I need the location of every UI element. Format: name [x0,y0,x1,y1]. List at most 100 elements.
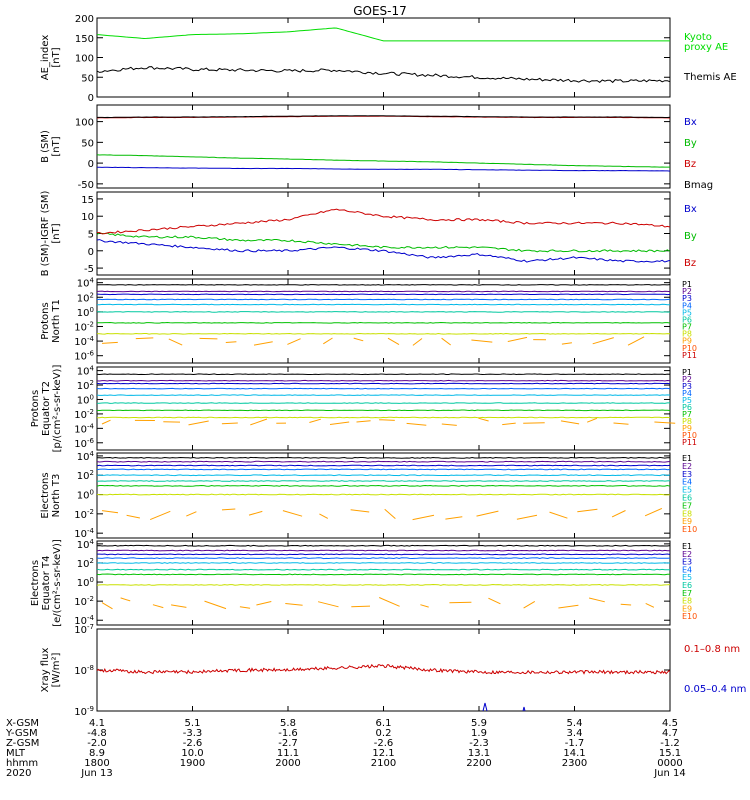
channel-label: E6 [682,581,692,590]
series-line-bz [96,208,671,235]
channel-segment-E9 [126,514,140,519]
channel-segment-E9 [523,600,536,609]
channel-label: E2 [682,462,692,471]
legend-entry: Bx [684,204,697,215]
channel-segment-P9 [441,337,451,346]
y-tick-label: 5 [88,230,94,241]
channel-segment-P9 [135,337,154,340]
channel-label: P4 [682,389,692,398]
channel-label: E6 [682,494,692,503]
x-axis-value: -3.3 [183,728,203,739]
channel-line-P7 [96,321,671,324]
x-axis-value: 1800 [84,758,109,769]
panel-xray: 10-7 10-8 10-9 Xray flux [W/m²] 0.1–0.8 nm 0.0… [40,623,746,718]
channel-label: P1 [682,280,692,289]
channel-segment-P9 [412,338,423,346]
channel-segment-P9 [592,337,614,345]
x-axis-value: 1.9 [471,728,487,739]
channel-label: E5 [682,486,692,495]
channel-segment-P9 [561,342,572,345]
channel-line-P2 [96,379,671,382]
channel-line-P5 [96,394,671,396]
channel-segment-P9 [250,418,268,426]
channel-segment-E9 [256,601,272,606]
x-axis-value: 0000 [657,758,682,769]
x-axis-value: 2300 [562,758,587,769]
x-axis-value: 13.1 [468,748,490,759]
x-axis-value: 5.4 [567,718,583,729]
channel-segment-P9 [627,336,645,346]
panel-bsm: -50 0 50 100 B (SM) [nT] Bx By Bz Bmag [40,104,713,191]
channel-label: P9 [682,337,692,346]
channel-label: E9 [682,517,692,526]
x-axis-value: 4.7 [662,728,678,739]
y-tick-label: -50 [78,180,94,191]
channel-segment-E9 [350,509,370,513]
channel-segment-P9 [199,337,218,340]
series-line-themis-ae [96,66,671,84]
channel-segment-E9 [549,511,568,519]
y-tick-label: 104 [77,365,95,378]
y-axis-label: Protons [40,302,51,339]
channel-segment-E9 [171,604,187,608]
channel-label: P3 [682,382,692,391]
panel-frame [96,540,671,626]
channel-label: E5 [682,573,692,582]
channel-line-P8 [96,332,671,335]
channel-line-P8 [97,416,671,419]
legend-entry: By [684,231,697,242]
legend-entry: Themis AE [683,72,737,83]
channel-line-P1 [96,284,671,286]
series-line-bmag [97,115,671,119]
panel-frame [96,191,671,276]
channel-line-P6 [96,311,671,313]
channel-segment-E9 [516,514,538,520]
channel-segment-P9 [441,423,457,426]
channel-segment-P9 [502,422,516,426]
legend-entry: By [684,138,697,149]
x-axis-value: 2000 [275,758,300,769]
channel-label: P7 [682,410,692,419]
channel-segment-E9 [150,510,171,521]
channel-label: E3 [682,470,692,479]
channel-line-E3 [96,464,671,467]
channel-segment-P9 [101,419,111,425]
y-tick-label: 10-4 [74,527,94,540]
channel-segment-P9 [379,419,395,421]
y-axis-label: AE_index [40,35,51,81]
channel-segment-E9 [101,510,119,514]
channel-label: P4 [682,301,692,310]
channel-label: E8 [682,597,692,606]
channel-label: P2 [682,375,692,384]
y-tick-label: 100 [77,489,94,502]
channel-label: E9 [682,604,692,613]
channel-line-E5 [96,562,671,564]
y-tick-label: 10-2 [74,320,94,333]
channel-segment-E9 [285,603,303,606]
y-axis-label: [nT] [51,136,62,156]
y-axis-label: B (SM)-IGRF (SM) [40,191,51,277]
x-axis-value: 2100 [371,758,396,769]
x-axis-value: 5.9 [471,718,487,729]
channel-line-P2 [96,290,671,293]
x-axis-value: Jun 13 [80,768,113,779]
legend-entry: Bmag [684,180,713,191]
channel-label: E7 [682,589,692,598]
y-axis-label: Xray flux [40,648,51,693]
channel-segment-E9 [645,602,655,608]
channel-segment-E9 [319,513,329,519]
legend-entry: Bz [684,258,696,269]
y-tick-label: 10-8 [74,664,94,677]
series-line-xray-short [522,706,526,712]
channel-segment-E9 [120,597,131,602]
channel-segment-E9 [152,604,164,609]
y-tick-label: 10-2 [74,508,94,521]
channel-segment-P9 [471,339,493,343]
x-axis-value: -1.6 [278,728,298,739]
channel-label: E1 [682,542,692,551]
channel-segment-E9 [412,514,435,521]
channel-segment-E9 [558,604,579,609]
